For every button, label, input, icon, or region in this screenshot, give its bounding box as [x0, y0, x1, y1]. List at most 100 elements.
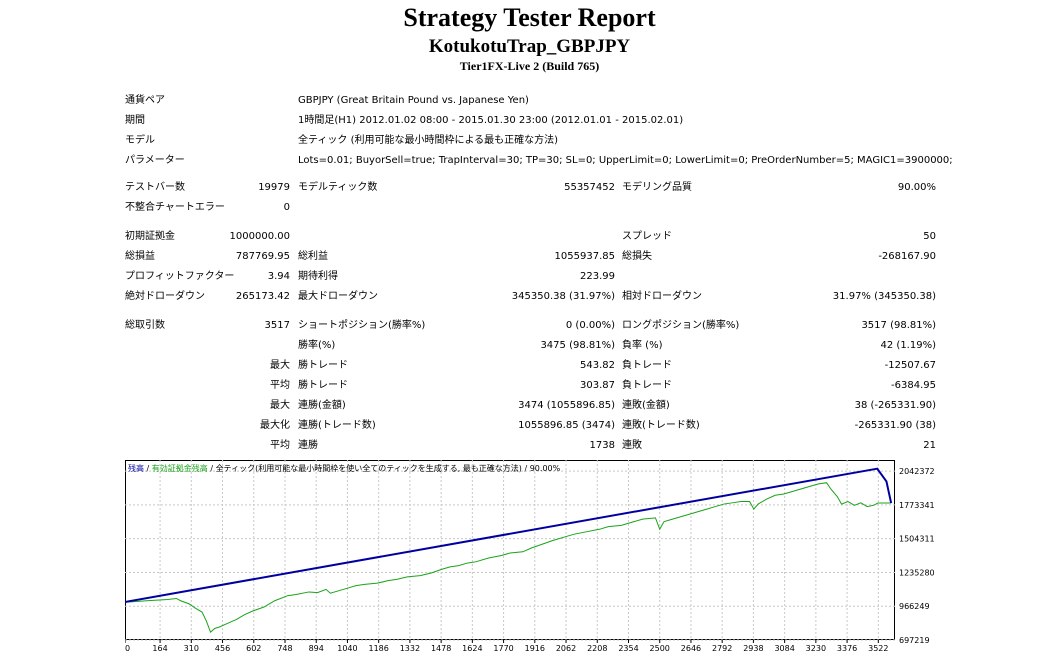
gross-profit-label: 総利益	[298, 251, 328, 262]
spread-label: スプレッド	[622, 231, 672, 242]
maximal-label: 最大化	[260, 420, 290, 431]
x-tick-label: 2646	[681, 644, 701, 653]
loss-rate-value: 42 (1.19%)	[880, 340, 936, 351]
avg-consecutive-losses-label: 連敗	[622, 440, 642, 451]
x-tick-label: 1770	[493, 644, 513, 653]
avg-consecutive-wins-value: 1738	[589, 440, 615, 451]
total-trades-label: 総取引数	[125, 320, 165, 331]
profit-factor-label: プロフィットファクター	[125, 271, 235, 282]
largest-win-label: 勝トレード	[298, 360, 348, 371]
x-tick-label: 310	[184, 644, 199, 653]
balance-line	[125, 467, 893, 603]
average2-label: 平均	[270, 440, 290, 451]
quality-label: モデリング品質	[622, 182, 692, 193]
y-tick-label: 1235280	[899, 568, 935, 577]
x-tick-label: 456	[215, 644, 230, 653]
errors-label: 不整合チャートエラー	[125, 202, 225, 213]
errors-value: 0	[283, 202, 290, 213]
equity-line	[125, 482, 892, 633]
x-tick-label: 602	[246, 644, 261, 653]
bars-label: テストバー数	[125, 182, 185, 193]
consecutive-profit-label: 連勝(トレード数)	[298, 420, 376, 431]
y-tick-label: 697219	[899, 636, 930, 645]
net-profit-label: 総損益	[125, 251, 155, 262]
y-tick-label: 1773341	[899, 501, 935, 510]
maximum-label: 最大	[270, 400, 290, 411]
symbol-value: GBPJPY (Great Britain Pound vs. Japanese…	[298, 95, 529, 106]
spread-value: 50	[923, 231, 936, 242]
win-rate-value: 3475 (98.81%)	[540, 340, 615, 351]
x-tick-label: 164	[152, 644, 167, 653]
average-loss-label: 負トレード	[622, 380, 672, 391]
x-tick-label: 3084	[774, 644, 794, 653]
balance-chart: 残高 / 有効証拠金残高 / 全ティック(利用可能な最小時間枠を使い全てのティッ…	[125, 460, 935, 653]
x-tick-label: 3522	[868, 644, 888, 653]
consecutive-wins-money-label: 連勝(金額)	[298, 400, 346, 411]
deposit-label: 初期証拠金	[125, 231, 175, 242]
period-value: 1時間足(H1) 2012.01.02 08:00 - 2015.01.30 2…	[298, 115, 684, 126]
x-tick-label: 748	[277, 644, 292, 653]
params-label: パラメーター	[125, 155, 185, 166]
x-tick-label: 2792	[712, 644, 732, 653]
loss-rate-label: 負率 (%)	[622, 340, 663, 351]
model-label: モデル	[125, 135, 155, 146]
ticks-label: モデルティック数	[298, 182, 378, 193]
chart-legend: 残高 / 有効証拠金残高 / 全ティック(利用可能な最小時間枠を使い全てのティッ…	[128, 463, 561, 473]
x-tick-label: 0	[125, 644, 130, 653]
ticks-value: 55357452	[564, 182, 615, 193]
legend-model: 全ティック(利用可能な最小時間枠を使い全てのティックを生成する, 最も正確な方法…	[216, 463, 522, 473]
consecutive-loss-label: 連敗(トレード数)	[622, 420, 700, 431]
x-tick-label: 2354	[618, 644, 638, 653]
average-label: 平均	[270, 380, 290, 391]
average-win-label: 勝トレード	[298, 380, 348, 391]
consecutive-profit-value: 1055896.85 (3474)	[518, 420, 615, 431]
avg-consecutive-wins-label: 連勝	[298, 440, 318, 451]
y-tick-label: 2042372	[899, 467, 935, 476]
largest-win-value: 543.82	[580, 360, 615, 371]
expected-payoff-value: 223.99	[580, 271, 615, 282]
relative-drawdown-label: 相対ドローダウン	[622, 291, 702, 302]
gross-loss-value: -268167.90	[878, 251, 936, 262]
y-tick-label: 1504311	[899, 535, 935, 544]
quality-value: 90.00%	[897, 182, 936, 193]
max-drawdown-label: 最大ドローダウン	[298, 291, 378, 302]
consecutive-losses-money-value: 38 (-265331.90)	[854, 400, 936, 411]
symbol-label: 通貨ペア	[125, 95, 165, 106]
x-tick-label: 2062	[556, 644, 576, 653]
max-drawdown-value: 345350.38 (31.97%)	[511, 291, 615, 302]
x-tick-label: 2208	[587, 644, 607, 653]
x-tick-label: 1332	[400, 644, 420, 653]
x-tick-label: 1478	[431, 644, 451, 653]
relative-drawdown-value: 31.97% (345350.38)	[832, 291, 936, 302]
server-name: Tier1FX-Live 2 (Build 765)	[459, 59, 600, 73]
short-positions-label: ショートポジション(勝率%)	[298, 320, 426, 331]
report-title: Strategy Tester Report	[403, 3, 656, 32]
bars-value: 19979	[258, 182, 290, 193]
x-tick-label: 2938	[743, 644, 763, 653]
period-label: 期間	[125, 115, 145, 126]
x-tick-label: 1624	[462, 644, 482, 653]
deposit-value: 1000000.00	[229, 231, 290, 242]
profit-factor-value: 3.94	[267, 271, 290, 282]
win-rate-label: 勝率(%)	[298, 340, 336, 351]
x-tick-label: 1186	[368, 644, 388, 653]
legend-balance: 残高	[128, 463, 144, 473]
consecutive-loss-value: -265331.90 (38)	[854, 420, 936, 431]
consecutive-losses-money-label: 連敗(金額)	[622, 400, 670, 411]
gross-loss-label: 総損失	[622, 251, 652, 262]
expert-name: KotukotuTrap_GBPJPY	[428, 36, 631, 57]
x-tick-label: 1040	[337, 644, 357, 653]
net-profit-value: 787769.95	[235, 251, 290, 262]
avg-consecutive-losses-value: 21	[923, 440, 936, 451]
largest-loss-value: -12507.67	[884, 360, 936, 371]
legend-equity: 有効証拠金残高	[152, 463, 208, 473]
params-value: Lots=0.01; BuyorSell=true; TrapInterval=…	[298, 155, 953, 166]
long-positions-label: ロングポジション(勝率%)	[622, 320, 740, 331]
average-loss-value: -6384.95	[891, 380, 936, 391]
x-tick-label: 894	[309, 644, 324, 653]
x-tick-label: 3230	[806, 644, 826, 653]
x-tick-label: 3376	[837, 644, 857, 653]
long-positions-value: 3517 (98.81%)	[861, 320, 936, 331]
largest-loss-label: 負トレード	[622, 360, 672, 371]
absolute-drawdown-label: 絶対ドローダウン	[125, 291, 205, 302]
